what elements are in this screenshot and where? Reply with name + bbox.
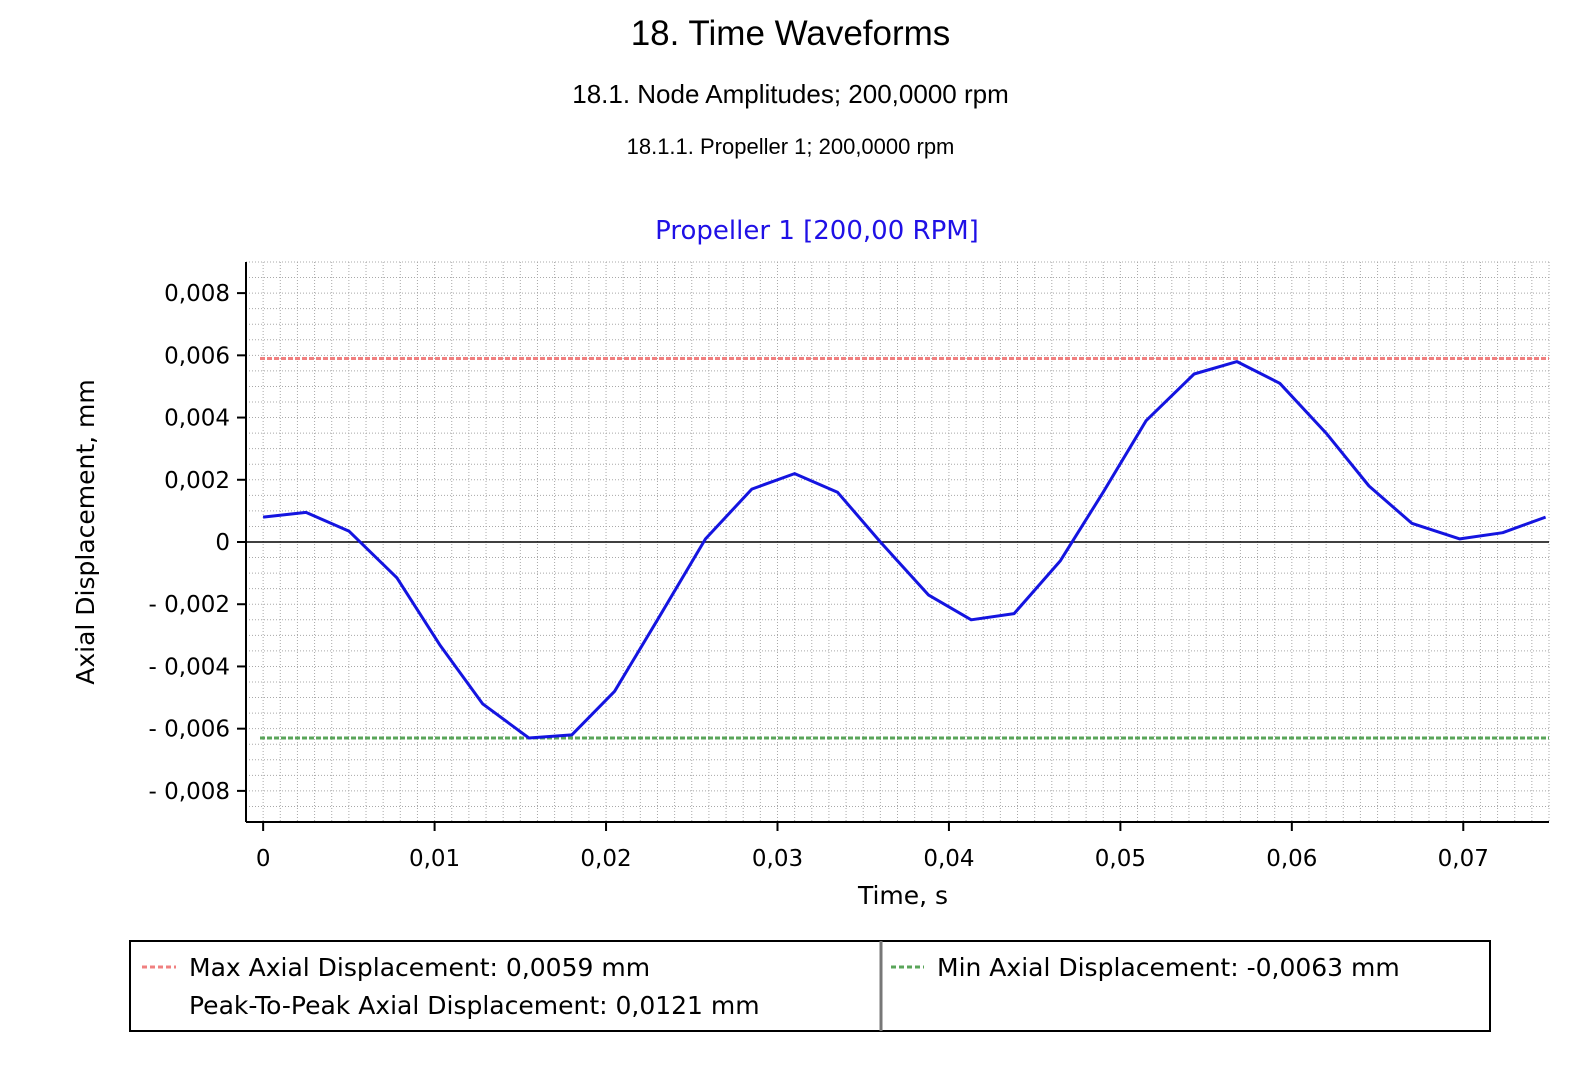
reference-lines [246,356,1549,740]
x-tick-label: 0,03 [752,846,803,872]
x-tick-label: 0,05 [1095,846,1146,872]
y-tick-label: 0,004 [164,406,230,432]
tick-labels: 0 0,01 0,02 0,03 0,04 0,05 0,06 0,07 0,008 0,006 0… [149,281,1489,872]
x-tick-label: 0,02 [580,846,631,872]
subsubsection-heading: 18.1.1. Propeller 1; 200,0000 rpm [626,134,955,159]
y-tick-label: 0 [215,530,230,556]
x-tick-label: 0,06 [1266,846,1317,872]
y-tick-label: - 0,008 [149,779,230,805]
y-tick-label: - 0,006 [149,717,230,743]
y-tick-label: 0,006 [164,343,230,369]
series-group [262,360,1547,740]
legend: Max Axial Displacement: 0,0059 mm Peak-T… [129,940,1491,1032]
y-tick-label: 0,008 [164,281,230,307]
x-tick-label: 0,01 [409,846,460,872]
x-axis-label: Time, s [857,881,948,910]
subsection-heading: 18.1. Node Amplitudes; 200,0000 rpm [572,79,1009,109]
section-heading: 18. Time Waveforms [630,14,951,53]
legend-entry-peak-to-peak: Peak-To-Peak Axial Displacement: 0,0121 … [189,991,760,1020]
y-tick-label: 0,002 [164,468,230,494]
y-axis-label: Axial Displacement, mm [71,379,100,685]
series-line [262,360,1547,740]
legend-entry-min: Min Axial Displacement: -0,0063 mm [937,953,1400,982]
chart-title: Propeller 1 [200,00 RPM] [655,216,979,246]
x-tick-label: 0,07 [1438,846,1489,872]
x-tick-label: 0 [256,846,271,872]
legend-box [129,940,1491,1032]
legend-entry-max: Max Axial Displacement: 0,0059 mm [189,953,650,982]
x-tick-label: 0,04 [923,846,974,872]
y-tick-label: - 0,004 [149,654,230,680]
y-tick-label: - 0,002 [149,592,230,618]
